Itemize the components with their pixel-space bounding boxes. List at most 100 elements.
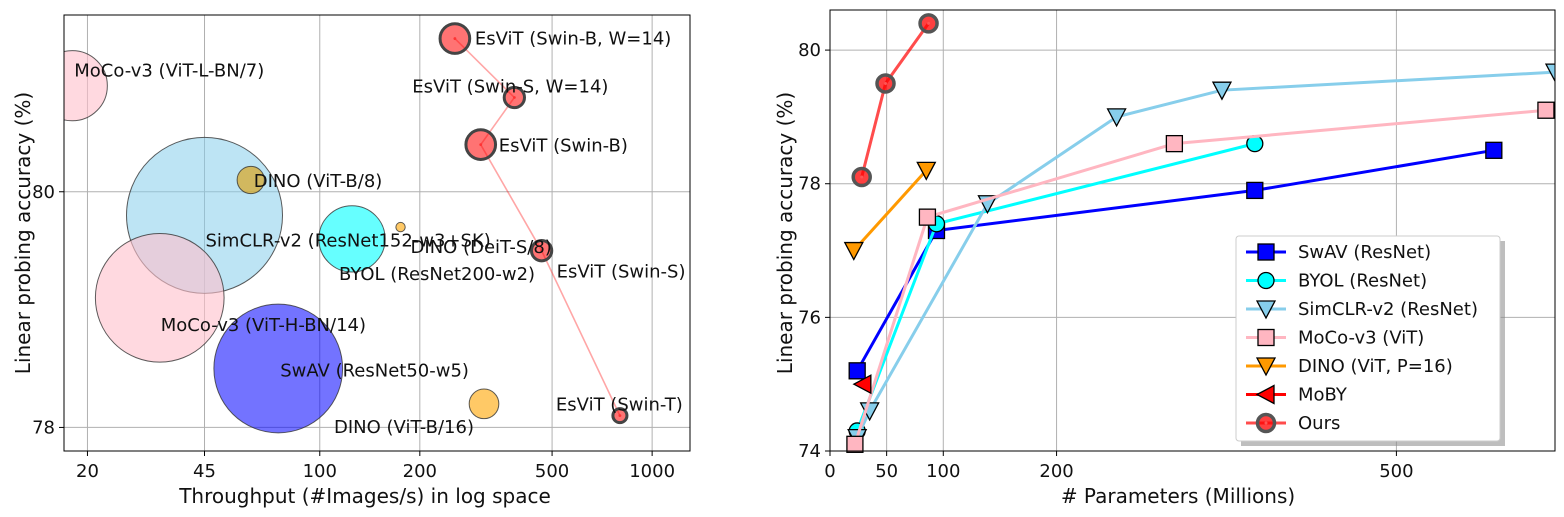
legend-label: SwAV (ResNet)	[1298, 242, 1431, 263]
legend-marker	[1255, 384, 1275, 405]
marker-simclr-v2-resnet	[1211, 81, 1233, 101]
bubble-center-esvit-swin-s-w-14	[512, 96, 516, 99]
bubble-center-esvit-swin-b	[479, 143, 483, 147]
legend-item-moby: MoBY	[1246, 384, 1348, 406]
legend-item-byol-resnet: BYOL (ResNet)	[1246, 271, 1427, 292]
left-y-tick-label: 78	[32, 417, 55, 438]
series-dino-vit-p-16	[843, 161, 937, 261]
left-x-tick-label: 500	[535, 461, 569, 482]
marker-moco-v3-vit	[1165, 134, 1184, 153]
bubble-center-esvit-swin-s	[540, 249, 544, 253]
label-dino-vit-b-16: DINO (ViT-B/16)	[334, 417, 474, 438]
left-tick-labels: 20 45 100 200 500 1000 78 80	[32, 182, 675, 482]
left-plot-frame	[63, 14, 691, 452]
marker-simclr-v2-resnet	[1106, 108, 1127, 128]
marker-ours	[918, 13, 939, 34]
bubble-moco-v3-vit-l-bn-7	[64, 50, 108, 122]
label-esvit-swin-t: EsViT (Swin-T)	[556, 395, 683, 416]
label-simclr-v2-resnet152-w3-sk: SimCLR-v2 (ResNet152-w3+SK)	[206, 230, 491, 251]
bubble-dino-vit-b-16	[468, 388, 500, 420]
line-moco-v3-vit	[853, 108, 1547, 445]
label-moco-v3-vit-l-bn-7: MoCo-v3 (ViT-L-BN/7)	[74, 61, 264, 82]
right-y-tick-label: 78	[798, 174, 821, 195]
left-grid	[64, 15, 690, 451]
legend-label: MoCo-v3 (ViT)	[1298, 328, 1424, 349]
marker-simclr-v2-resnet	[1544, 63, 1555, 83]
left-x-tick-label: 45	[193, 461, 216, 482]
label-moco-v3-vit-h-bn-14: MoCo-v3 (ViT-H-BN/14)	[161, 315, 366, 336]
bubble-center-esvit-swin-b-w-14	[453, 37, 457, 40]
legend-label: BYOL (ResNet)	[1298, 271, 1427, 292]
left-x-tick-label: 20	[76, 461, 99, 482]
bubble-moco-v3-vit-h-bn-14	[94, 232, 225, 363]
legend-box	[1235, 235, 1501, 442]
marker-moco-v3-vit	[1537, 101, 1555, 119]
bubble-swav-resnet50-w5	[213, 303, 344, 434]
label-esvit-swin-s-w-14: EsViT (Swin-S, W=14)	[412, 76, 608, 97]
legend-label: MoBY	[1298, 385, 1348, 406]
line-byol-resnet	[855, 142, 1256, 432]
legend-marker	[1257, 271, 1275, 290]
marker-moco-v3-vit	[918, 208, 937, 226]
bubble-dino-deit-s-8	[395, 221, 406, 233]
label-dino-deit-s-8: DINO (DeiT-S/8)	[411, 237, 552, 258]
line-ours	[860, 22, 930, 178]
right-legend: SwAV (ResNet) BYOL (ResNet) SimCLR-v2 (Res…	[1235, 235, 1505, 446]
right-plot-frame	[829, 9, 1556, 452]
bubble-byol-resnet200-w2	[318, 205, 386, 273]
marker-ours-center	[860, 175, 864, 179]
legend-label: SimCLR-v2 (ResNet)	[1298, 299, 1478, 320]
legend-marker	[1255, 357, 1277, 377]
series-ours	[851, 13, 939, 188]
marker-swav-resnet	[1485, 141, 1503, 159]
marker-moby	[852, 374, 872, 395]
legend-label: Ours	[1298, 413, 1340, 434]
right-y-tick-label: 74	[798, 441, 821, 462]
marker-swav-resnet	[848, 362, 866, 380]
legend-item-ours: Ours	[1246, 412, 1340, 434]
legend-item-swav-resnet: SwAV (ResNet)	[1246, 242, 1431, 263]
right-y-tick-label: 76	[798, 307, 821, 328]
throughput-scatter-panel: MoCo-v3 (ViT-L-BN/7) SimCLR-v2 (ResNet152…	[11, 14, 691, 508]
left-y-tick-label: 80	[32, 182, 55, 203]
right-x-tick-label: 0	[824, 461, 835, 482]
right-x-tick-label: 50	[875, 461, 898, 482]
bubble-center-esvit-swin-t	[618, 414, 622, 418]
right-x-tick-label: 100	[926, 461, 960, 482]
left-bubbles	[64, 22, 629, 434]
legend-marker-center	[1264, 421, 1268, 425]
marker-ours	[875, 73, 896, 94]
right-x-tick-label: 500	[1379, 461, 1413, 482]
right-series	[843, 13, 1555, 453]
label-esvit-swin-b: EsViT (Swin-B)	[499, 136, 628, 157]
marker-moco-v3-vit	[846, 435, 864, 453]
series-byol-resnet	[848, 134, 1264, 440]
right-tick-labels: 0 50 100 200 500 74 76 78 80	[798, 40, 1413, 482]
label-esvit-swin-s: EsViT (Swin-S)	[557, 262, 686, 283]
left-x-tick-label: 100	[303, 461, 337, 482]
legend-item-moco-v3-vit: MoCo-v3 (ViT)	[1246, 328, 1424, 349]
series-moby	[852, 374, 872, 395]
bubble-dino-vit-b-8	[236, 165, 265, 195]
legend-marker	[1257, 328, 1275, 347]
right-y-axis-label: Linear probing accuracy (%)	[773, 92, 797, 374]
legend-label: DINO (ViT, P=16)	[1298, 356, 1453, 377]
label-dino-vit-b-8: DINO (ViT-B/8)	[254, 171, 383, 192]
line-dino-vit-p-16	[852, 169, 928, 252]
parameters-line-panel: 0 50 100 200 500 74 76 78 80 # Parameters (Milli…	[773, 9, 1556, 508]
marker-dino-vit-p-16	[916, 161, 937, 181]
left-x-axis-label: Throughput (#Images/s) in log space	[178, 484, 551, 508]
legend-item-simclr-v2-resnet: SimCLR-v2 (ResNet)	[1246, 299, 1478, 320]
left-y-axis-label: Linear probing accuracy (%)	[11, 92, 35, 374]
right-x-axis-label: # Parameters (Millions)	[1061, 484, 1295, 508]
marker-dino-vit-p-16	[843, 241, 864, 261]
left-point-labels: MoCo-v3 (ViT-L-BN/7) SimCLR-v2 (ResNet152…	[74, 29, 685, 438]
left-x-tick-label: 200	[403, 461, 437, 482]
marker-ours-center	[927, 21, 931, 25]
marker-ours-center	[884, 82, 888, 85]
series-moco-v3-vit	[846, 101, 1555, 453]
marker-ours	[851, 166, 872, 188]
label-byol-resnet200-w2: BYOL (ResNet200-w2)	[339, 264, 535, 285]
right-x-tick-label: 200	[1039, 461, 1073, 482]
